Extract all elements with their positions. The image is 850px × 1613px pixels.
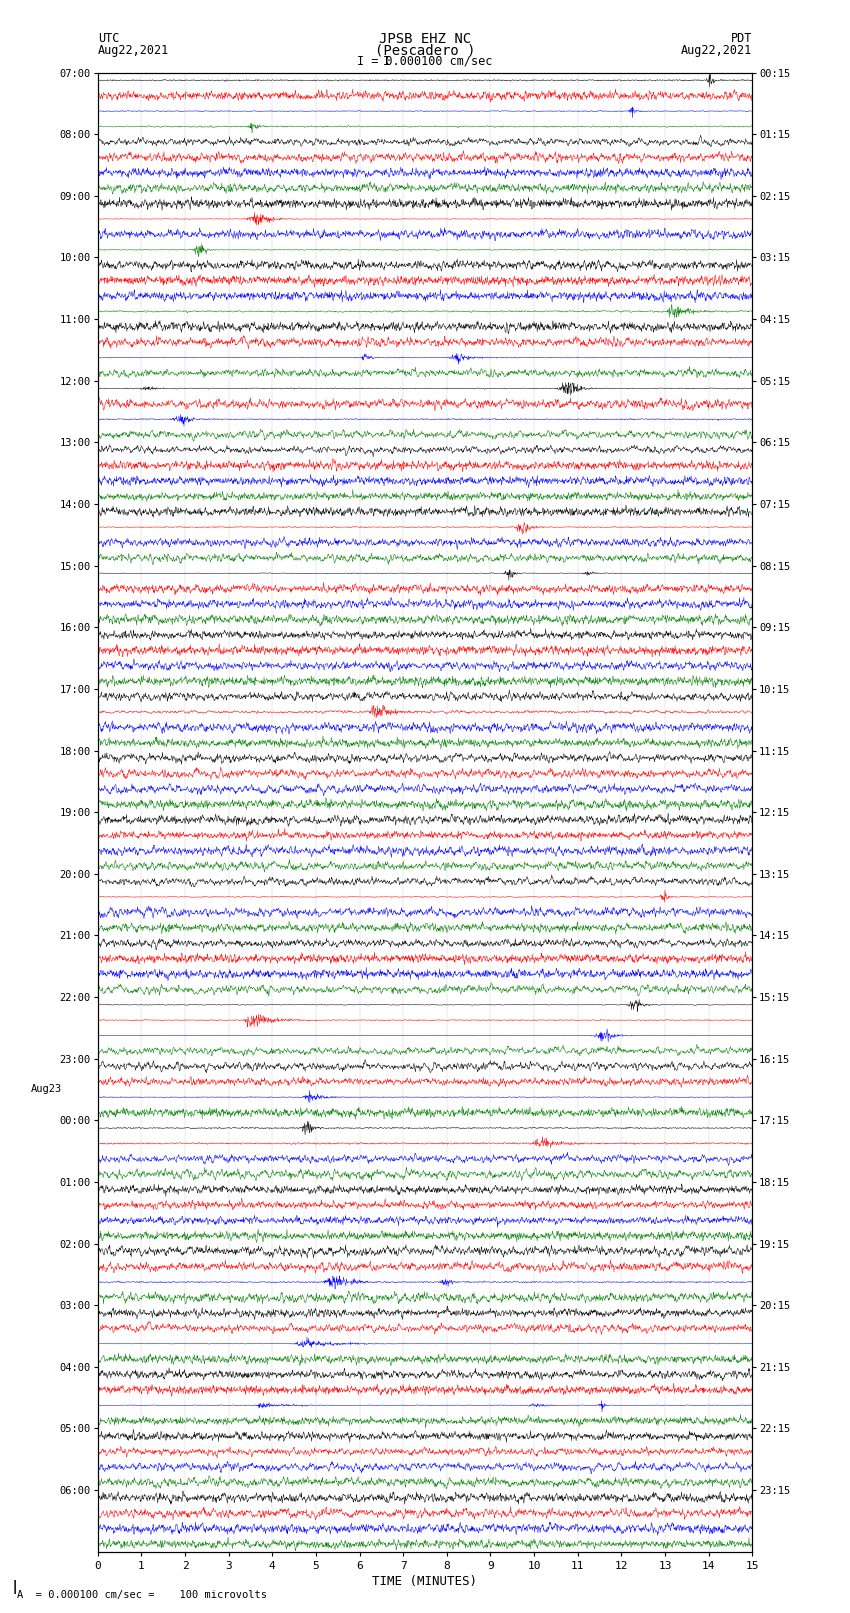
Text: Aug23: Aug23 [31, 1084, 62, 1095]
Text: Aug22,2021: Aug22,2021 [98, 44, 169, 56]
Text: JPSB EHZ NC: JPSB EHZ NC [379, 32, 471, 47]
Text: Aug22,2021: Aug22,2021 [681, 44, 752, 56]
Text: A  = 0.000100 cm/sec =    100 microvolts: A = 0.000100 cm/sec = 100 microvolts [17, 1590, 267, 1600]
Text: UTC: UTC [98, 32, 119, 45]
X-axis label: TIME (MINUTES): TIME (MINUTES) [372, 1574, 478, 1587]
Text: (Pescadero ): (Pescadero ) [375, 44, 475, 58]
Text: I: I [383, 55, 390, 68]
Text: I = 0.000100 cm/sec: I = 0.000100 cm/sec [357, 55, 493, 68]
Text: PDT: PDT [731, 32, 752, 45]
Text: |: | [11, 1579, 20, 1594]
